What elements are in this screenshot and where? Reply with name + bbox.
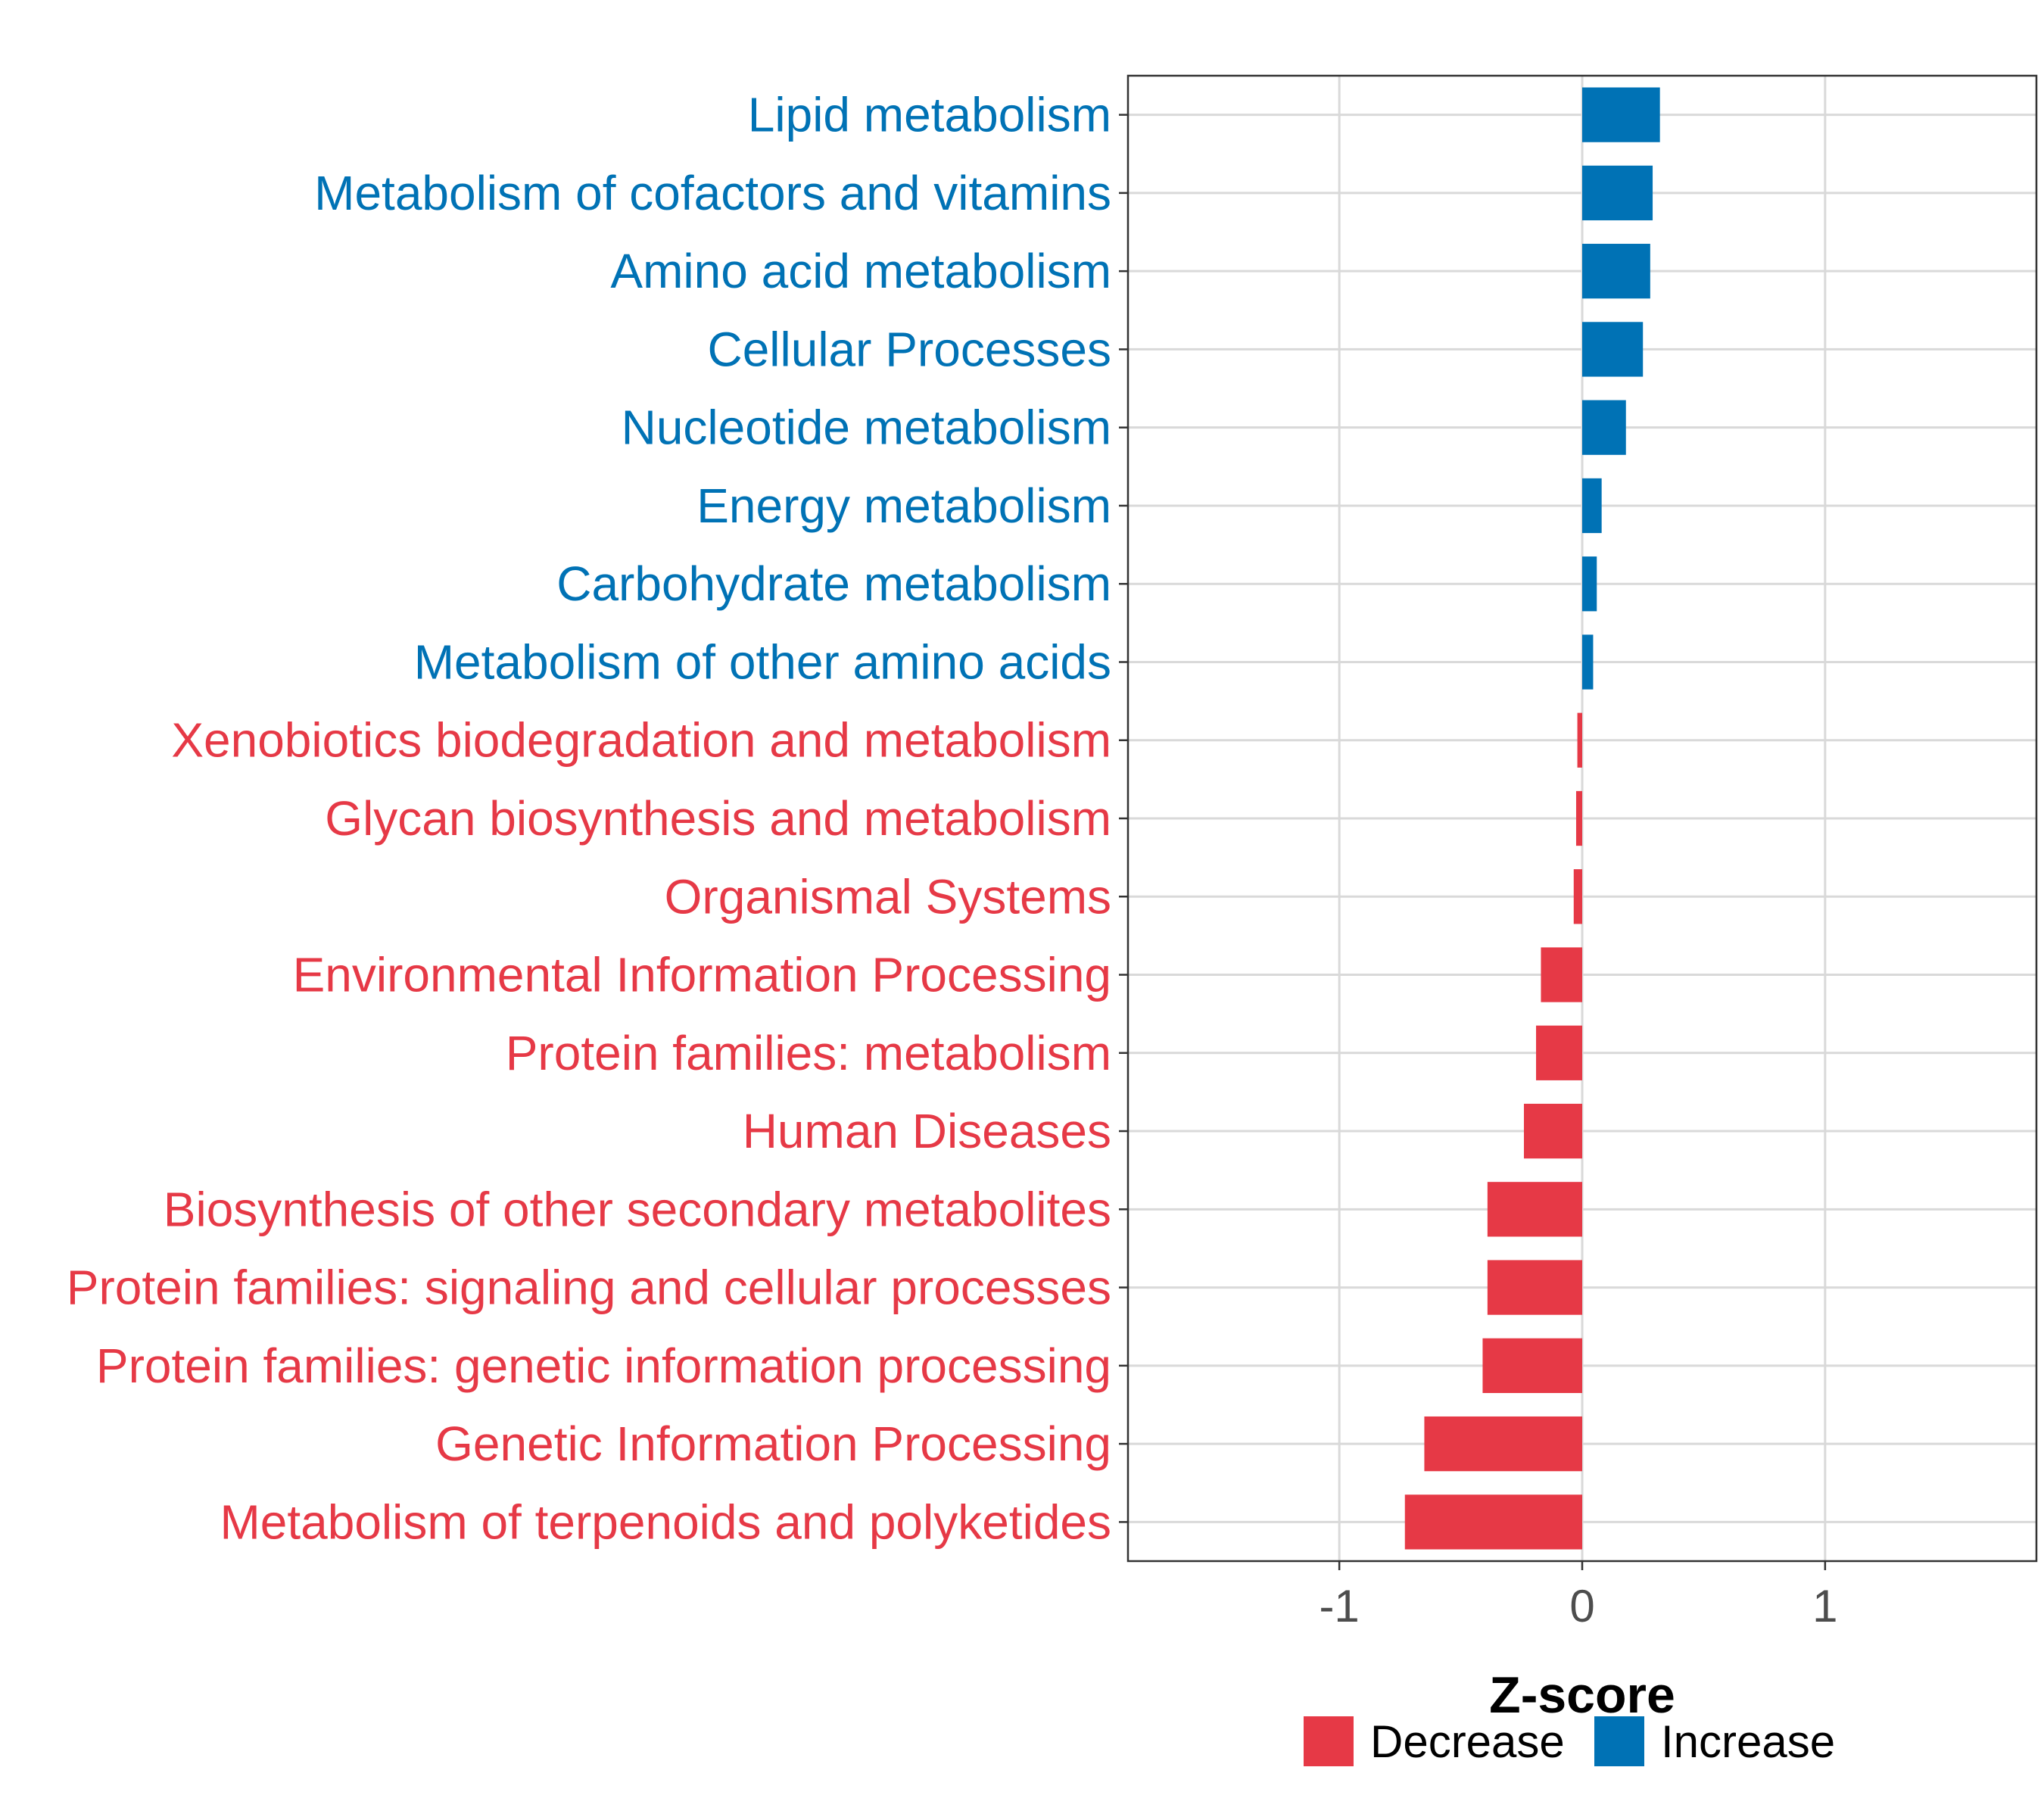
bar bbox=[1573, 869, 1582, 924]
category-label: Cellular Processes bbox=[707, 322, 1111, 376]
category-label: Protein families: genetic information pr… bbox=[96, 1339, 1111, 1393]
bar bbox=[1582, 556, 1597, 612]
category-label: Amino acid metabolism bbox=[610, 244, 1111, 298]
category-label: Protein families: signaling and cellular… bbox=[67, 1261, 1111, 1315]
category-label: Energy metabolism bbox=[696, 478, 1111, 533]
bar bbox=[1582, 322, 1644, 377]
legend-label-decrease: Decrease bbox=[1370, 1716, 1565, 1767]
category-label: Genetic Information Processing bbox=[435, 1417, 1111, 1471]
bar bbox=[1487, 1260, 1582, 1315]
bar bbox=[1536, 1025, 1582, 1080]
bar bbox=[1523, 1103, 1582, 1159]
category-label: Carbohydrate metabolism bbox=[556, 556, 1111, 611]
category-label: Protein families: metabolism bbox=[506, 1026, 1111, 1080]
category-label: Glycan biosynthesis and metabolism bbox=[325, 791, 1111, 846]
bar bbox=[1582, 478, 1602, 534]
category-label: Metabolism of other amino acids bbox=[414, 634, 1111, 689]
bar bbox=[1582, 400, 1626, 455]
bar bbox=[1482, 1338, 1582, 1393]
category-label: Lipid metabolism bbox=[748, 88, 1111, 142]
category-labels: Lipid metabolism Metabolism of cofactors … bbox=[67, 88, 1111, 1550]
legend-key-decrease bbox=[1304, 1716, 1354, 1766]
category-label: Metabolism of terpenoids and polyketides bbox=[220, 1494, 1111, 1549]
x-axis-title: Z-score bbox=[1489, 1666, 1675, 1724]
legend: Decrease Increase bbox=[1304, 1716, 1835, 1767]
bars bbox=[1404, 87, 1660, 1550]
x-tick-label: -1 bbox=[1319, 1581, 1359, 1632]
category-label: Metabolism of cofactors and vitamins bbox=[314, 166, 1111, 220]
category-label: Environmental Information Processing bbox=[293, 948, 1111, 1002]
category-label: Human Diseases bbox=[743, 1104, 1111, 1158]
x-tick-label: 1 bbox=[1812, 1581, 1837, 1632]
bar bbox=[1424, 1416, 1582, 1472]
bar bbox=[1582, 244, 1650, 299]
x-axis-ticks: -1 0 1 bbox=[1319, 1561, 1838, 1632]
category-label: Biosynthesis of other secondary metaboli… bbox=[164, 1182, 1111, 1236]
bar bbox=[1541, 947, 1582, 1002]
bar bbox=[1487, 1182, 1582, 1237]
bar bbox=[1575, 790, 1582, 846]
bar bbox=[1404, 1494, 1582, 1550]
category-label: Organismal Systems bbox=[665, 869, 1111, 924]
bar bbox=[1582, 165, 1653, 221]
x-tick-label: 0 bbox=[1569, 1581, 1594, 1632]
bar bbox=[1577, 712, 1582, 768]
category-label: Nucleotide metabolism bbox=[622, 400, 1111, 455]
bar bbox=[1582, 87, 1660, 142]
legend-label-increase: Increase bbox=[1661, 1716, 1835, 1767]
legend-key-increase bbox=[1594, 1716, 1644, 1766]
y-axis-ticks bbox=[1119, 114, 1128, 1523]
bar bbox=[1582, 634, 1594, 690]
category-label: Xenobiotics biodegradation and metabolis… bbox=[171, 713, 1111, 768]
